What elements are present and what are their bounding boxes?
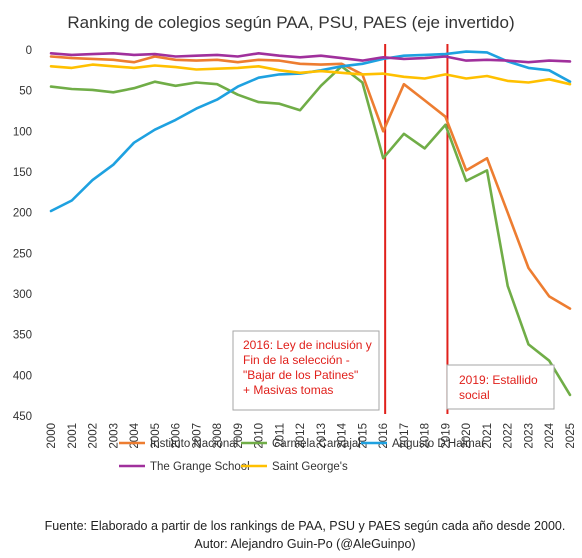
annotation-box [446, 364, 555, 410]
y-tick-label: 400 [13, 370, 32, 382]
x-tick-label: 2019 [440, 423, 452, 449]
y-tick-label: 200 [13, 208, 32, 220]
x-tick-label: 2022 [503, 423, 515, 449]
y-tick-label: 0 [26, 45, 32, 57]
x-tick-label: 2010 [254, 423, 266, 449]
x-tick-label: 2013 [316, 423, 328, 449]
annotation-text: Fin de la selección - [243, 353, 350, 367]
x-tick-label: 2008 [212, 423, 224, 449]
x-tick-label: 2025 [565, 423, 577, 449]
y-axis-ticks: 0 50 100 150 200 250 300 350 400 450 [13, 45, 32, 423]
x-tick-label: 2002 [88, 423, 100, 449]
y-tick-label: 450 [13, 411, 32, 423]
legend-label: Saint George's [272, 461, 348, 473]
y-tick-label: 300 [13, 289, 32, 301]
annotation-text: social [459, 388, 490, 402]
series-line [49, 63, 572, 86]
annotation-text: "Bajar de los Patines" [243, 368, 358, 382]
x-tick-label: 2001 [67, 423, 79, 449]
legend-label: Instituto Nacional [150, 438, 238, 450]
x-tick-label: 2005 [150, 423, 162, 449]
y-tick-label: 100 [13, 126, 32, 138]
x-tick-label: 2021 [482, 423, 494, 449]
footer-author: Autor: Alejandro Guin-Po (@AleGuinpo) [194, 537, 415, 551]
x-axis-ticks: 2000 2001 2002 2003 2004 2005 2006 2007 2008 2009… [46, 422, 577, 448]
footer-source: Fuente: Elaborado a partir de los rankin… [45, 519, 566, 533]
series-line [49, 55, 572, 310]
x-tick-label: 2012 [295, 423, 307, 449]
y-tick-label: 350 [13, 330, 32, 342]
annotation-text: 2016: Ley de inclusión y [243, 338, 372, 352]
chart-title: Ranking de colegios según PAA, PSU, PAES… [67, 13, 514, 32]
x-tick-label: 2014 [337, 422, 349, 448]
x-tick-label: 2003 [108, 423, 120, 449]
x-tick-label: 2007 [191, 423, 203, 449]
y-tick-label: 150 [13, 167, 32, 179]
annotation-text: + Masivas tomas [243, 383, 333, 397]
x-tick-label: 2016 [378, 423, 390, 449]
legend: Instituto Nacional Carmela Carvajal August… [119, 438, 485, 473]
y-tick-label: 50 [19, 86, 32, 98]
series-lines [49, 50, 572, 397]
x-tick-label: 2023 [523, 423, 535, 449]
x-tick-label: 2006 [171, 423, 183, 449]
x-tick-label: 2024 [544, 422, 556, 448]
legend-label: Augusto D'Halmar [392, 438, 485, 450]
series-line [49, 65, 572, 397]
x-tick-label: 2017 [399, 423, 411, 449]
legend-label: The Grange School [150, 461, 250, 473]
series-line [49, 51, 572, 64]
x-tick-label: 2004 [129, 422, 141, 448]
y-tick-label: 250 [13, 248, 32, 260]
x-tick-label: 2011 [274, 423, 286, 448]
legend-label: Carmela Carvajal [272, 438, 361, 450]
x-tick-label: 2000 [46, 423, 58, 449]
x-tick-label: 2018 [420, 423, 432, 449]
annotation-text: 2019: Estallido [459, 373, 538, 387]
annotation-box [232, 330, 380, 411]
x-tick-label: 2020 [461, 423, 473, 449]
event-lines [384, 44, 449, 414]
